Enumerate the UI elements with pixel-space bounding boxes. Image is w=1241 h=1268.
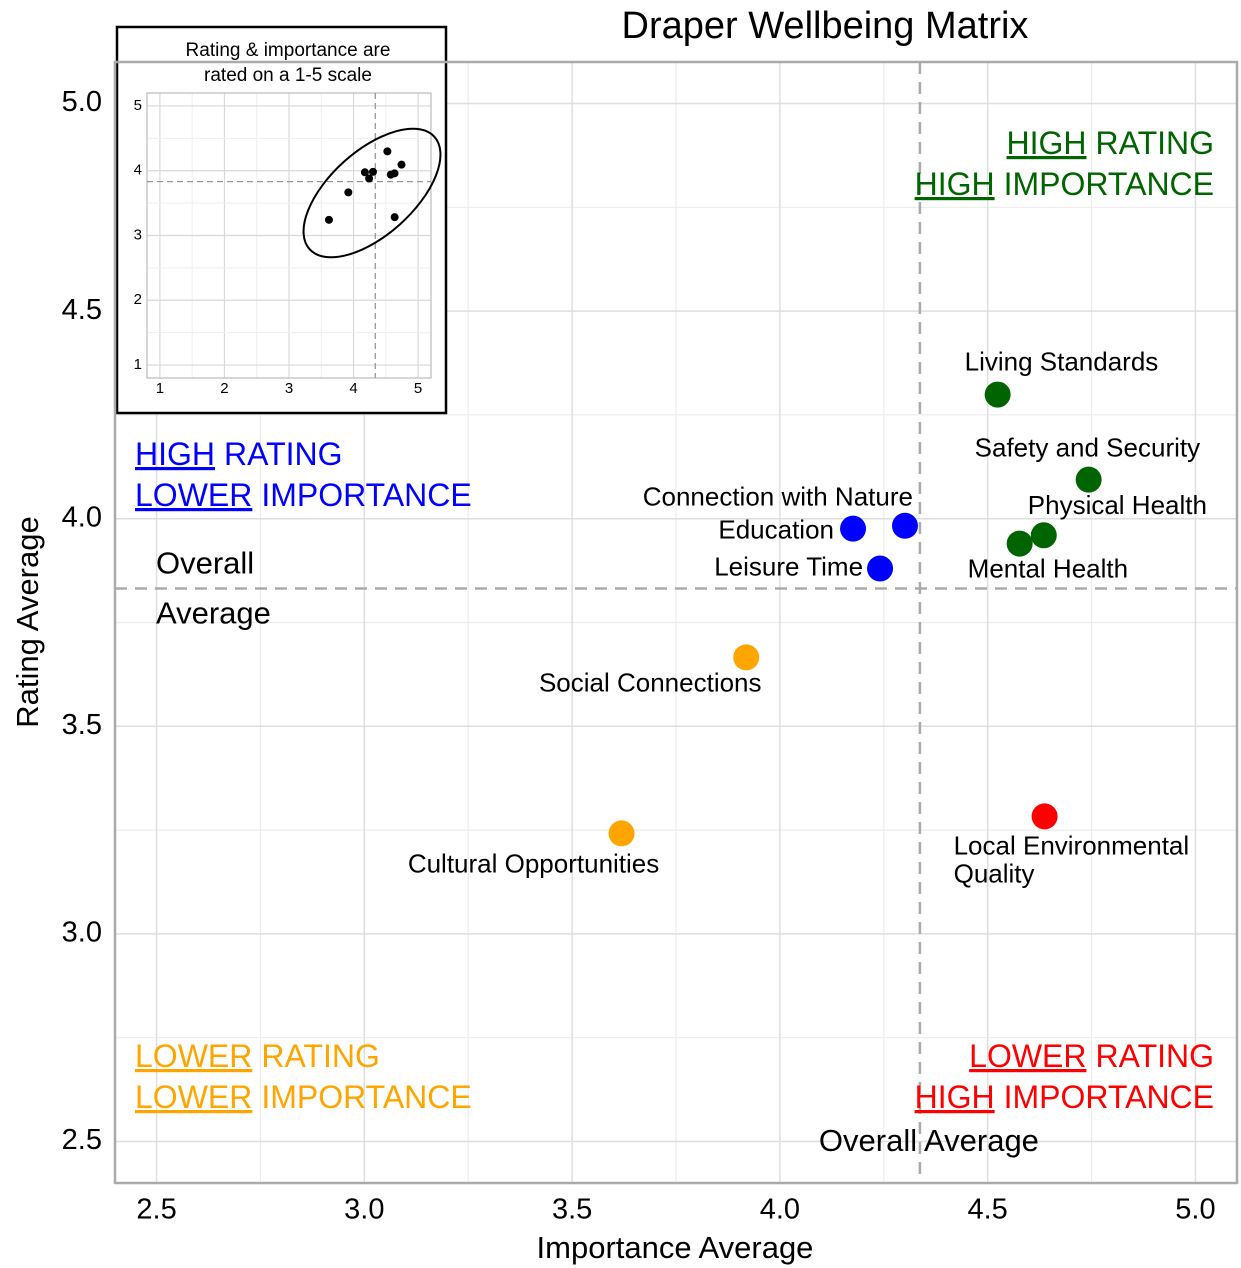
point: [867, 555, 894, 582]
chart-title: Draper Wellbeing Matrix: [622, 5, 1029, 47]
inset-point: [324, 215, 333, 224]
inset-point: [365, 174, 374, 183]
inset-point: [360, 168, 369, 177]
inset-point: [383, 147, 392, 156]
point: [733, 644, 760, 671]
quadrant-label: HIGH IMPORTANCE: [915, 166, 1214, 202]
point-label: Safety and Security: [975, 433, 1200, 463]
quadrant-label-emphasis: LOWER: [969, 1038, 1086, 1074]
inset-x-tick-label: 2: [220, 380, 228, 397]
quadrant-label-emphasis: HIGH: [915, 166, 995, 202]
quadrant-label: HIGH RATING: [1006, 125, 1214, 161]
point-label: Local Environmental: [954, 830, 1190, 860]
inset-x-tick-label: 3: [285, 380, 293, 397]
point-label: Physical Health: [1028, 490, 1207, 520]
inset-note: rated on a 1-5 scale: [204, 65, 372, 86]
x-axis-label: Importance Average: [537, 1230, 814, 1265]
point: [984, 381, 1011, 408]
quadrant-label: HIGH RATING: [135, 436, 343, 472]
quadrant-label-emphasis: LOWER: [135, 477, 252, 513]
quadrant-label-rest: RATING: [261, 1038, 380, 1074]
inset-y-tick-label: 3: [134, 226, 142, 243]
inset-y-tick-label: 4: [134, 162, 142, 179]
y-axis-label: Rating Average: [10, 516, 45, 727]
quadrant-label-emphasis: HIGH: [135, 436, 215, 472]
point: [1031, 803, 1058, 830]
quadrant-label-rest: RATING: [224, 436, 343, 472]
inset-x-tick-label: 5: [414, 380, 422, 397]
y-tick-label: 4.5: [62, 294, 102, 326]
quadrant-label-rest: IMPORTANCE: [261, 1079, 471, 1115]
y-tick-label: 4.0: [62, 501, 102, 533]
y-tick-label: 3.5: [62, 709, 102, 741]
point: [1006, 530, 1033, 557]
quadrant-label: LOWER RATING: [135, 1038, 380, 1074]
quadrant-label-rest: RATING: [1095, 1038, 1214, 1074]
point-label: Social Connections: [539, 667, 762, 697]
point-label: Living Standards: [965, 346, 1159, 376]
point: [1075, 466, 1102, 493]
mean-y-label: Average: [156, 596, 271, 631]
inset-point: [368, 167, 377, 176]
inset-note: Rating & importance are: [186, 40, 391, 61]
inset-cluster-ellipse: [302, 127, 442, 259]
point: [1030, 522, 1057, 549]
x-tick-label: 3.0: [344, 1194, 384, 1226]
quadrant-label: LOWER IMPORTANCE: [135, 1079, 472, 1115]
quadrant-label-rest: IMPORTANCE: [261, 477, 471, 513]
quadrant-label: HIGH IMPORTANCE: [915, 1079, 1214, 1115]
inset-x-tick-label: 4: [349, 380, 357, 397]
inset-panel-border: [146, 92, 432, 379]
point-label: Quality: [954, 858, 1035, 888]
inset-point: [386, 170, 395, 179]
point: [608, 820, 635, 847]
point-label: Cultural Opportunities: [408, 848, 659, 878]
inset-frame: [115, 25, 448, 415]
y-tick-label: 5.0: [62, 86, 102, 118]
x-tick-label: 5.0: [1175, 1194, 1215, 1226]
quadrant-label-emphasis: HIGH: [915, 1079, 995, 1115]
inset-point: [397, 160, 406, 169]
point: [840, 515, 867, 542]
quadrant-label: LOWER RATING: [969, 1038, 1214, 1074]
y-tick-label: 3.0: [62, 917, 102, 949]
mean-x-label: Overall Average: [819, 1123, 1039, 1158]
quadrant-label: LOWER IMPORTANCE: [135, 477, 472, 513]
point-label: Education: [718, 515, 834, 545]
inset-y-tick-label: 1: [134, 356, 142, 373]
x-tick-label: 4.5: [968, 1194, 1008, 1226]
y-tick-label: 2.5: [62, 1124, 102, 1156]
point-label: Mental Health: [968, 553, 1128, 583]
point: [891, 512, 918, 539]
inset-x-tick-label: 1: [156, 380, 164, 397]
point-label: Leisure Time: [714, 551, 863, 581]
x-tick-label: 2.5: [136, 1194, 176, 1226]
inset-y-tick-label: 5: [134, 97, 142, 114]
x-tick-label: 3.5: [552, 1194, 592, 1226]
quadrant-label-emphasis: LOWER: [135, 1038, 252, 1074]
quadrant-label-rest: RATING: [1095, 125, 1214, 161]
mean-y-label: Overall: [156, 546, 254, 581]
inset-point: [344, 188, 353, 197]
inset-point: [390, 213, 399, 222]
panel-border: [113, 60, 1239, 1185]
quadrant-label-emphasis: LOWER: [135, 1079, 252, 1115]
inset-y-tick-label: 2: [134, 291, 142, 308]
quadrant-label-emphasis: HIGH: [1006, 125, 1086, 161]
point-label: Connection with Nature: [643, 482, 913, 512]
quadrant-label-rest: IMPORTANCE: [1004, 1079, 1214, 1115]
x-tick-label: 4.0: [760, 1194, 800, 1226]
quadrant-label-rest: IMPORTANCE: [1004, 166, 1214, 202]
